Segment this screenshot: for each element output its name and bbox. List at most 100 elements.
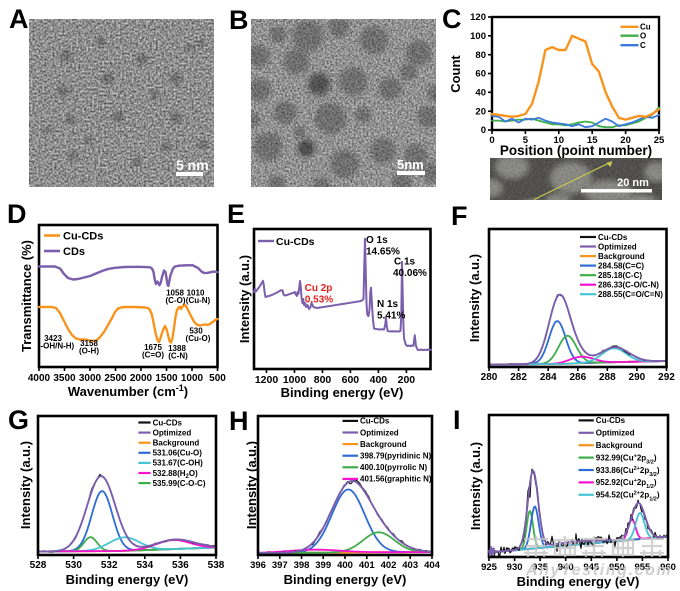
svg-text:Optimized: Optimized — [360, 428, 399, 437]
svg-text:Intensity (a.u.): Intensity (a.u.) — [468, 442, 483, 530]
svg-text:C: C — [640, 41, 646, 50]
svg-text:0: 0 — [481, 125, 486, 136]
svg-text:Optimized: Optimized — [598, 242, 637, 251]
svg-text:535.99(C-O-C): 535.99(C-O-C) — [153, 479, 206, 488]
svg-text:285.18(C-C): 285.18(C-C) — [598, 271, 642, 280]
svg-text:286.33(C-O/C-N): 286.33(C-O/C-N) — [598, 281, 659, 290]
svg-text:1388: 1388 — [168, 344, 186, 353]
svg-text:AnyTesting.com: AnyTesting.com — [525, 562, 672, 579]
svg-text:Cu: Cu — [640, 23, 651, 32]
svg-text:Binding energy (eV): Binding energy (eV) — [66, 572, 189, 587]
svg-text:Cu-CDs: Cu-CDs — [360, 417, 390, 426]
svg-text:20 nm: 20 nm — [617, 177, 649, 189]
svg-text:60: 60 — [475, 69, 486, 80]
svg-text:284: 284 — [540, 372, 557, 383]
svg-text:1200: 1200 — [255, 374, 279, 386]
svg-text:531.06(Cu-O): 531.06(Cu-O) — [153, 449, 203, 458]
svg-text:401: 401 — [359, 560, 376, 571]
svg-text:15: 15 — [587, 135, 598, 146]
svg-text:3158: 3158 — [80, 339, 98, 348]
svg-text:3500: 3500 — [53, 373, 76, 384]
svg-text:402: 402 — [381, 560, 397, 571]
svg-text:Binding energy (eV): Binding energy (eV) — [517, 574, 640, 589]
svg-text:Background: Background — [153, 439, 200, 448]
svg-text:Cu-CDs: Cu-CDs — [153, 418, 183, 427]
svg-text:935: 935 — [532, 562, 549, 573]
svg-text:600: 600 — [342, 374, 360, 386]
svg-text:952.92(Cu+2p1/2): 952.92(Cu+2p1/2) — [596, 478, 657, 490]
svg-text:Cu-CDs: Cu-CDs — [276, 236, 315, 248]
svg-text:Intensity (a.u.): Intensity (a.u.) — [244, 441, 259, 529]
svg-text:120: 120 — [470, 12, 486, 23]
svg-text:(C-N): (C-N) — [168, 352, 188, 361]
svg-text:288.55(C=O/C=N): 288.55(C=O/C=N) — [598, 290, 663, 299]
svg-text:Cu-CDs: Cu-CDs — [596, 416, 626, 425]
svg-text:(-OH/N-H): (-OH/N-H) — [38, 342, 75, 351]
svg-text:(O-H): (O-H) — [79, 347, 99, 356]
svg-text:Cu-CDs: Cu-CDs — [598, 233, 628, 242]
svg-text:(Cu-N): (Cu-N) — [186, 296, 211, 305]
svg-text:1010: 1010 — [187, 289, 205, 298]
svg-text:500: 500 — [209, 373, 226, 384]
svg-text:Optimized: Optimized — [153, 428, 192, 437]
svg-text:930: 930 — [507, 562, 523, 573]
svg-text:40.06%: 40.06% — [393, 268, 427, 279]
svg-text:100: 100 — [470, 31, 486, 42]
svg-text:400: 400 — [370, 374, 388, 386]
svg-text:40: 40 — [475, 88, 486, 99]
svg-text:O 1s: O 1s — [366, 235, 388, 246]
svg-text:950: 950 — [609, 562, 625, 573]
svg-text:80: 80 — [475, 50, 486, 61]
svg-text:404: 404 — [424, 560, 441, 571]
svg-text:0: 0 — [489, 135, 494, 146]
svg-text:3423: 3423 — [44, 334, 62, 343]
svg-text:925: 925 — [481, 562, 498, 573]
svg-text:288: 288 — [599, 372, 616, 383]
svg-text:532: 532 — [101, 560, 118, 571]
svg-text:25: 25 — [654, 135, 665, 146]
svg-text:5.41%: 5.41% — [377, 311, 405, 322]
svg-text:(C=O): (C=O) — [142, 351, 164, 360]
svg-text:292: 292 — [658, 372, 675, 383]
svg-text:Intensity (a.u.): Intensity (a.u.) — [467, 254, 482, 342]
svg-text:CDs: CDs — [63, 246, 85, 258]
svg-text:200: 200 — [398, 374, 416, 386]
svg-text:5nm: 5nm — [397, 157, 424, 172]
svg-text:1675: 1675 — [144, 343, 162, 352]
svg-text:280: 280 — [481, 372, 498, 383]
svg-text:N 1s: N 1s — [377, 299, 399, 310]
svg-text:Binding energy (eV): Binding energy (eV) — [281, 385, 404, 400]
svg-text:933.86(Cu2+2p3/2): 933.86(Cu2+2p3/2) — [596, 466, 660, 478]
svg-text:1000: 1000 — [181, 373, 204, 384]
svg-text:400.10(pyrrolic N): 400.10(pyrrolic N) — [360, 463, 427, 472]
svg-text:5: 5 — [523, 135, 529, 146]
svg-text:401.56(graphitic N): 401.56(graphitic N) — [360, 475, 432, 484]
svg-text:Binding energy (eV): Binding energy (eV) — [517, 384, 640, 386]
svg-text:Intensity (a.u.): Intensity (a.u.) — [237, 255, 252, 343]
svg-text:0.53%: 0.53% — [305, 295, 333, 306]
svg-text:932.99(Cu+2p3/2): 932.99(Cu+2p3/2) — [596, 453, 657, 465]
svg-text:530: 530 — [189, 327, 203, 336]
svg-text:Cu-CDs: Cu-CDs — [63, 231, 103, 243]
svg-text:960: 960 — [660, 562, 676, 573]
svg-text:Cu 2p: Cu 2p — [305, 283, 333, 294]
svg-text:3000: 3000 — [79, 373, 102, 384]
svg-text:1500: 1500 — [155, 373, 178, 384]
svg-text:O: O — [640, 32, 646, 41]
svg-text:403: 403 — [402, 560, 418, 571]
svg-text:Transmittance (%): Transmittance (%) — [19, 240, 34, 352]
svg-text:2000: 2000 — [130, 373, 153, 384]
svg-text:1000: 1000 — [283, 374, 307, 386]
svg-text:14.65%: 14.65% — [366, 247, 400, 258]
svg-text:1058: 1058 — [166, 289, 184, 298]
svg-text:(C-O): (C-O) — [166, 296, 186, 305]
svg-text:C 1s: C 1s — [394, 257, 416, 268]
svg-text:282: 282 — [510, 372, 527, 383]
svg-text:286: 286 — [569, 372, 586, 383]
svg-text:940: 940 — [558, 562, 574, 573]
svg-text:398.79(pyridinic N): 398.79(pyridinic N) — [360, 452, 431, 461]
svg-text:954.52(Cu2+2p1/2): 954.52(Cu2+2p1/2) — [596, 491, 660, 503]
svg-text:945: 945 — [583, 562, 600, 573]
svg-text:Intensity (a.u.): Intensity (a.u.) — [18, 441, 33, 529]
svg-text:800: 800 — [314, 374, 332, 386]
